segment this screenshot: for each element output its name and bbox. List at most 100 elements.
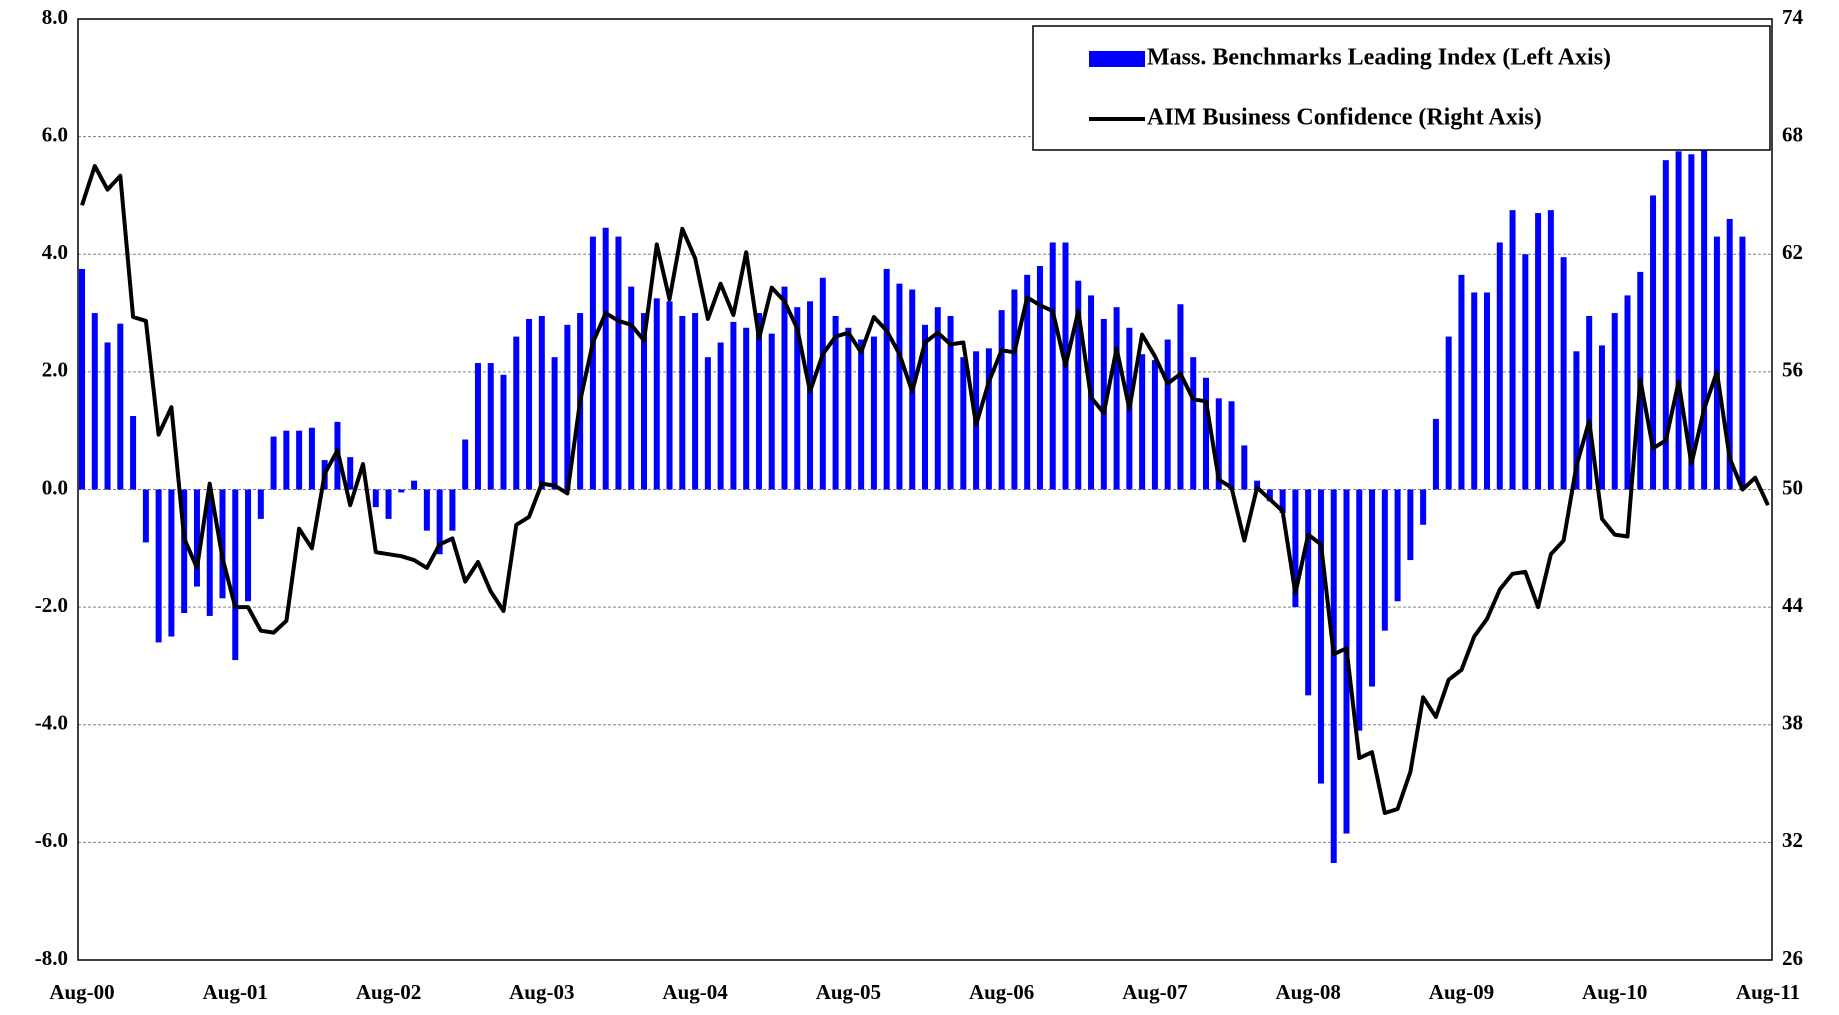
bar: [1356, 489, 1363, 731]
bar: [807, 301, 814, 490]
x-tick-label: Aug-00: [49, 980, 114, 1004]
bar: [423, 489, 430, 531]
bar: [1381, 489, 1388, 631]
bar: [883, 268, 890, 490]
bar: [79, 268, 85, 490]
bar: [398, 489, 405, 493]
bar: [1598, 345, 1605, 490]
y2-tick-label: 50: [1782, 475, 1803, 499]
bar: [717, 342, 724, 490]
x-tick-label: Aug-04: [662, 980, 728, 1004]
bar: [704, 357, 711, 490]
legend-box: [1032, 25, 1771, 151]
bar: [193, 489, 200, 587]
bar: [449, 489, 456, 531]
bar: [1164, 339, 1171, 490]
bar: [947, 316, 954, 490]
bar: [641, 313, 647, 490]
bar: [1445, 336, 1452, 490]
bar: [104, 342, 111, 490]
bar: [1177, 304, 1184, 490]
bar: [1190, 357, 1197, 490]
bar: [1662, 160, 1669, 490]
bar: [206, 489, 213, 616]
x-tick-label: Aug-11: [1736, 980, 1800, 1004]
x-tick-label: Aug-03: [509, 980, 574, 1004]
bar: [1611, 313, 1618, 490]
bar: [1305, 489, 1312, 696]
bar: [1471, 292, 1478, 490]
y-tick-label: -8.0: [35, 946, 68, 970]
bar: [462, 439, 469, 490]
bar: [1317, 489, 1324, 784]
x-tick-label: Aug-05: [816, 980, 881, 1004]
bar: [1688, 154, 1695, 490]
bar: [1701, 148, 1708, 490]
bar: [1330, 489, 1337, 863]
bar: [142, 489, 149, 543]
bar: [1726, 218, 1733, 490]
bar: [1139, 354, 1146, 490]
bar: [487, 363, 494, 490]
y-tick-label: -6.0: [35, 828, 68, 852]
y2-tick-label: 26: [1782, 946, 1803, 970]
bar: [1522, 254, 1529, 490]
bar: [602, 227, 609, 490]
bar: [589, 236, 596, 490]
bar: [858, 339, 865, 490]
bar: [1241, 445, 1248, 490]
bar: [1151, 360, 1158, 490]
bar: [1586, 316, 1593, 490]
bar: [998, 310, 1005, 490]
bar: [1292, 489, 1299, 608]
bar: [615, 236, 622, 490]
x-tick-label: Aug-02: [356, 980, 421, 1004]
bar: [896, 283, 903, 490]
bar: [1432, 418, 1439, 490]
bar: [1547, 210, 1554, 490]
bar: [551, 357, 558, 490]
x-tick-label: Aug-09: [1429, 980, 1494, 1004]
y-tick-label: 0.0: [42, 475, 68, 499]
bar: [1624, 295, 1631, 490]
bar: [781, 286, 788, 490]
x-tick-label: Aug-08: [1276, 980, 1341, 1004]
bar: [372, 489, 379, 508]
bar: [794, 307, 801, 490]
bar: [411, 480, 418, 490]
x-tick-label: Aug-06: [969, 980, 1034, 1004]
bar: [1573, 351, 1580, 490]
bar: [1420, 489, 1427, 525]
bar: [1496, 242, 1503, 490]
plot-border: [77, 18, 1773, 961]
bar: [1215, 398, 1222, 490]
bar: [474, 363, 481, 490]
legend-label: AIM Business Confidence (Right Axis): [1147, 105, 1542, 131]
bar: [845, 327, 852, 490]
bar: [628, 286, 635, 490]
bar: [1650, 195, 1657, 490]
bar: [564, 324, 571, 490]
legend-swatch: [1089, 51, 1145, 67]
bar: [679, 316, 686, 490]
bar: [91, 313, 98, 490]
bar: [1484, 292, 1490, 490]
y2-tick-label: 44: [1782, 593, 1804, 617]
bar: [308, 427, 315, 490]
bar: [347, 457, 354, 490]
y-tick-label: -4.0: [35, 711, 68, 735]
bar: [1266, 489, 1273, 502]
bar: [922, 324, 928, 490]
bar: [692, 313, 699, 490]
bar: [832, 316, 839, 490]
bar: [1509, 210, 1516, 490]
y-tick-label: 6.0: [42, 122, 68, 146]
bar: [1369, 489, 1376, 687]
bar: [1560, 257, 1567, 490]
x-tick-label: Aug-10: [1582, 980, 1647, 1004]
bar: [1535, 213, 1542, 490]
bar: [117, 323, 124, 490]
y2-tick-label: 56: [1782, 358, 1803, 382]
bar: [1011, 289, 1018, 490]
bar: [245, 489, 252, 602]
